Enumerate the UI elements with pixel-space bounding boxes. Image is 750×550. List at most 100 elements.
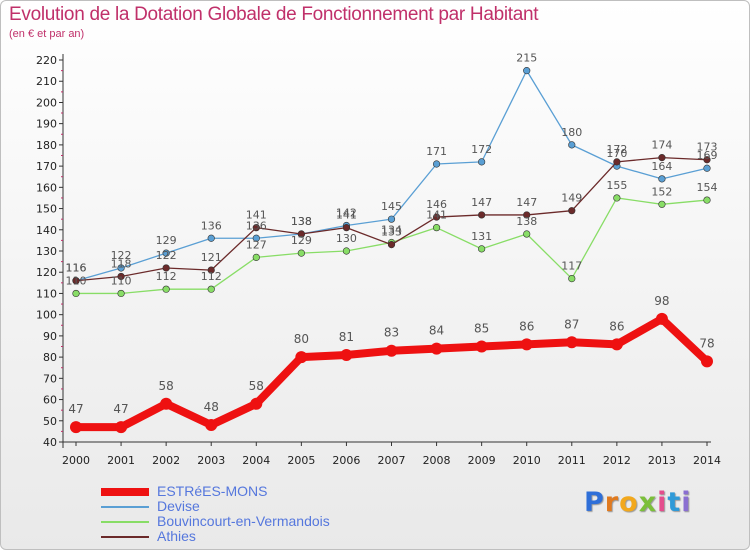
data-label: 118 — [111, 257, 132, 270]
legend-item: Athies — [101, 529, 330, 544]
chart-subtitle: (en € et par an) — [9, 28, 85, 40]
chart-axes: 40 50 60 70 80 90 100 110 120 130 140 150 160 170 180 1… — [36, 54, 721, 467]
data-label-layer: 47 47 58 48 58 80 81 83 84 85 86 87 86 98 78 116 122 129 1… — [66, 52, 718, 417]
data-point — [297, 249, 305, 257]
data-point — [613, 194, 621, 202]
x-tick-label: 2005 — [287, 454, 315, 467]
y-tick-label: 90 — [43, 330, 57, 343]
data-point — [162, 249, 170, 257]
data-point — [658, 154, 666, 162]
data-point — [432, 213, 441, 221]
legend-label: Devise — [157, 498, 200, 514]
x-tick-label: 2014 — [693, 454, 721, 467]
data-point — [478, 158, 486, 166]
data-label: 47 — [113, 402, 128, 416]
data-label: 154 — [697, 181, 718, 194]
data-label: 129 — [291, 234, 312, 247]
y-tick-label: 70 — [43, 372, 57, 385]
data-label: 164 — [651, 160, 672, 173]
data-label: 112 — [156, 270, 177, 283]
y-tick-label: 100 — [36, 309, 57, 322]
legend-swatch — [101, 487, 149, 496]
data-label: 174 — [651, 139, 672, 152]
data-label: 83 — [384, 326, 399, 340]
x-tick-label: 2008 — [423, 454, 451, 467]
legend-label: Bouvincourt-en-Vermandois — [157, 513, 330, 529]
proxiti-logo: Proxiti — [584, 487, 692, 518]
data-point — [610, 338, 623, 351]
legend-swatch — [101, 505, 149, 508]
data-label: 145 — [381, 200, 402, 213]
y-tick-label: 220 — [36, 54, 57, 67]
data-label: 116 — [66, 262, 87, 275]
y-tick-label: 150 — [36, 203, 57, 216]
y-tick-label: 210 — [36, 75, 57, 88]
series-layer — [70, 67, 713, 434]
data-label: 138 — [291, 215, 312, 228]
y-tick-label: 130 — [36, 245, 57, 258]
data-label: 129 — [156, 234, 177, 247]
data-label: 147 — [516, 196, 537, 209]
y-tick-label: 50 — [43, 415, 57, 428]
data-label: 98 — [654, 294, 669, 308]
data-point — [703, 196, 711, 204]
logo-letter: o — [619, 487, 639, 518]
x-tick-label: 2007 — [378, 454, 406, 467]
data-point — [565, 336, 578, 349]
data-point — [568, 141, 576, 149]
data-label: 130 — [336, 232, 357, 245]
data-label: 116 — [66, 262, 87, 275]
legend-item: ESTRéES-MONS — [101, 484, 330, 499]
data-label: 87 — [564, 317, 579, 331]
series-bouvincourt-en-vermandois — [72, 194, 711, 298]
data-label: 169 — [697, 149, 718, 162]
data-point — [297, 230, 305, 238]
x-tick-label: 2009 — [468, 454, 496, 467]
data-label: 48 — [204, 400, 219, 414]
data-point — [658, 175, 666, 183]
data-label: 152 — [651, 185, 672, 198]
data-point — [72, 277, 80, 285]
data-label: 122 — [111, 249, 132, 262]
y-tick-label: 200 — [36, 96, 57, 109]
data-point — [703, 164, 711, 172]
data-point — [207, 234, 215, 242]
data-label: 85 — [474, 322, 489, 336]
y-tick-label: 140 — [36, 224, 57, 237]
legend-item: Devise — [101, 499, 330, 514]
data-point — [475, 340, 488, 353]
data-point — [432, 160, 441, 168]
data-label: 122 — [156, 249, 177, 262]
x-tick-label: 2003 — [197, 454, 225, 467]
y-tick-label: 40 — [43, 436, 57, 449]
data-label: 84 — [429, 324, 444, 338]
data-label: 146 — [426, 198, 447, 211]
data-label: 149 — [561, 192, 582, 205]
x-tick-label: 2011 — [558, 454, 586, 467]
data-point — [252, 224, 260, 232]
data-point — [160, 397, 173, 410]
data-label: 110 — [111, 274, 132, 287]
data-label: 147 — [471, 196, 492, 209]
series-estr-es-mons — [70, 312, 713, 434]
data-label: 141 — [246, 209, 267, 222]
data-label: 173 — [697, 141, 718, 154]
data-point — [568, 274, 576, 283]
data-point — [117, 289, 125, 298]
legend: ESTRéES-MONS Devise Bouvincourt-en-Vermand… — [101, 484, 330, 544]
data-point — [205, 419, 218, 432]
data-point — [207, 266, 215, 274]
data-point — [72, 289, 80, 298]
data-point — [701, 355, 713, 368]
data-label: 172 — [471, 143, 492, 156]
data-point — [658, 200, 666, 208]
data-label: 78 — [699, 336, 714, 350]
x-tick-label: 2012 — [603, 454, 631, 467]
data-label: 136 — [201, 219, 222, 232]
data-point — [250, 397, 263, 410]
data-label: 170 — [606, 147, 627, 160]
data-label: 47 — [68, 402, 83, 416]
y-tick-label: 160 — [36, 181, 57, 194]
y-tick-label: 180 — [36, 139, 57, 152]
